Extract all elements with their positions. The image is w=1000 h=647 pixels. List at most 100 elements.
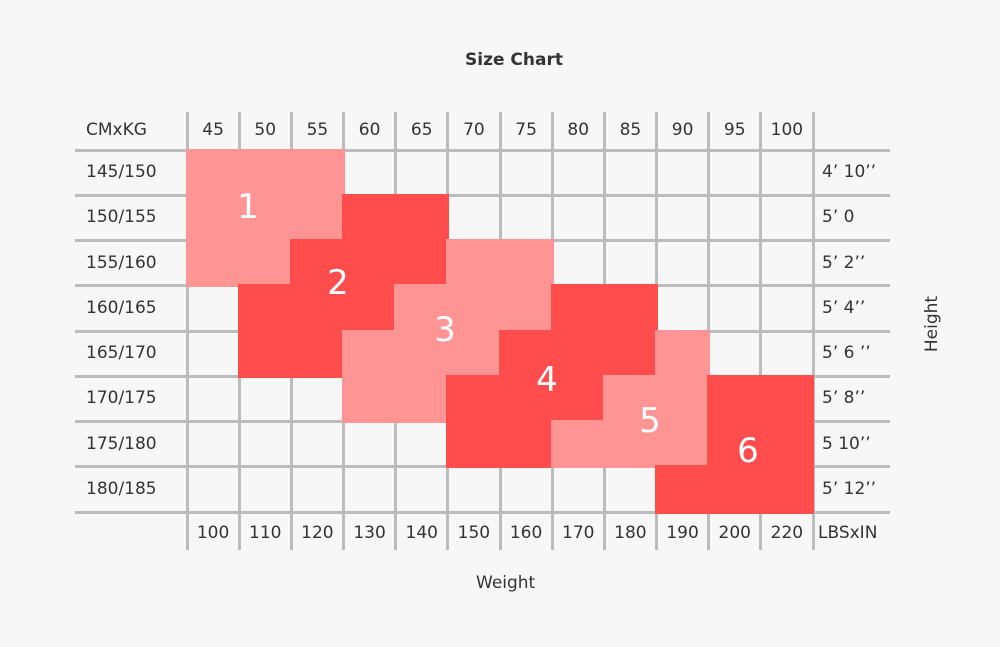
size-cell-3 <box>498 239 554 288</box>
height-ftin-label: 5’ 6 ’’ <box>822 343 871 363</box>
height-cm-label: 150/155 <box>86 207 157 228</box>
size-cell-4 <box>602 329 658 378</box>
weight-lbs-label: 180 <box>614 523 647 543</box>
grid-line-v <box>811 112 815 550</box>
height-cm-label: 180/185 <box>86 478 157 499</box>
size-label-2: 2 <box>327 263 349 303</box>
size-cell-6 <box>655 465 711 514</box>
size-label-5: 5 <box>639 401 661 441</box>
size-cell-4 <box>550 284 606 333</box>
size-cell-4 <box>602 284 658 333</box>
height-ftin-label: 4’ 10’’ <box>822 162 877 182</box>
corner-label: CMxKG <box>86 120 147 140</box>
size-cell-4 <box>446 374 502 423</box>
size-cell-6 <box>759 420 815 469</box>
height-ftin-label: 5’ 12’’ <box>822 478 877 499</box>
x-axis-label: Weight <box>476 573 536 593</box>
weight-lbs-label: 110 <box>249 523 282 543</box>
weight-lbs-label: 140 <box>405 523 438 543</box>
weight-kg-label: 95 <box>723 120 746 140</box>
grid-line-v <box>759 112 763 550</box>
size-cell-3 <box>394 374 450 423</box>
size-cell-6 <box>707 420 763 469</box>
height-ftin-label: 5 10’’ <box>822 433 871 454</box>
size-cell-5 <box>550 420 606 469</box>
height-cm-label: 175/180 <box>86 433 157 454</box>
size-cell-5 <box>602 420 658 469</box>
size-cell-6 <box>759 465 815 514</box>
size-cell-2 <box>342 239 398 288</box>
weight-lbs-label: 160 <box>509 523 543 543</box>
size-cell-5 <box>655 420 711 469</box>
size-cell-6 <box>759 374 815 423</box>
size-cell-3 <box>342 329 398 378</box>
weight-kg-label: 55 <box>306 120 329 140</box>
size-cell-3 <box>446 329 502 378</box>
size-cell-6 <box>707 465 763 514</box>
size-cell-1 <box>237 239 293 288</box>
size-cell-1 <box>289 193 345 242</box>
y-axis-label: Height <box>922 295 943 353</box>
weight-kg-label: 60 <box>358 120 381 140</box>
size-label-4: 4 <box>536 360 558 400</box>
weight-kg-label: 100 <box>770 120 804 140</box>
weight-lbs-label: 120 <box>301 523 334 543</box>
weight-kg-label: 80 <box>567 120 590 140</box>
weight-kg-label: 45 <box>202 120 224 140</box>
size-label-1: 1 <box>237 187 259 227</box>
weight-kg-label: 75 <box>515 120 537 140</box>
size-cell-1 <box>185 239 241 288</box>
weight-lbs-label: 100 <box>196 523 230 543</box>
height-ftin-label: 5’ 2’’ <box>822 252 866 273</box>
height-ftin-label: 5’ 0 <box>822 207 855 228</box>
size-label-3: 3 <box>434 310 456 350</box>
height-cm-label: 165/170 <box>86 343 157 363</box>
size-cell-3 <box>498 284 554 333</box>
size-cell-6 <box>707 374 763 423</box>
size-cell-3 <box>342 374 398 423</box>
weight-lbs-label: 200 <box>718 523 751 543</box>
size-cell-1 <box>185 148 241 197</box>
height-cm-label: 170/175 <box>86 388 157 409</box>
size-cell-2 <box>394 239 450 288</box>
grid-line-h <box>75 510 890 514</box>
size-cell-4 <box>550 374 606 423</box>
size-cell-3 <box>446 239 502 288</box>
size-cell-4 <box>446 420 502 469</box>
size-cell-1 <box>237 148 293 197</box>
chart-title: Size Chart <box>465 50 563 70</box>
size-cell-4 <box>550 329 606 378</box>
weight-lbs-label: 220 <box>770 523 804 543</box>
grid-line-h <box>75 193 890 197</box>
weight-lbs-label: 190 <box>666 523 699 543</box>
size-cell-2 <box>394 193 450 242</box>
size-cell-4 <box>498 374 554 423</box>
size-cell-3 <box>394 284 450 333</box>
height-ftin-label: 5’ 4’’ <box>822 297 866 318</box>
weight-lbs-label: 170 <box>562 523 595 543</box>
size-cell-2 <box>237 284 293 333</box>
size-label-6: 6 <box>737 431 759 471</box>
size-cell-2 <box>342 284 398 333</box>
size-cell-4 <box>498 329 554 378</box>
size-cell-3 <box>394 329 450 378</box>
grid-line-h <box>75 148 890 152</box>
size-cell-1 <box>289 148 345 197</box>
size-cell-2 <box>342 193 398 242</box>
size-cell-5 <box>602 374 658 423</box>
size-cell-5 <box>655 329 711 378</box>
height-ftin-label: 5’ 8’’ <box>822 388 866 409</box>
size-cell-5 <box>655 374 711 423</box>
size-cell-2 <box>237 329 293 378</box>
weight-kg-label: 70 <box>463 120 485 140</box>
grid-line-v <box>185 112 189 550</box>
weight-lbs-label: 150 <box>457 523 491 543</box>
size-cell-2 <box>289 284 345 333</box>
height-cm-label: 145/150 <box>86 162 157 182</box>
size-cell-1 <box>185 193 241 242</box>
weight-lbs-label: 130 <box>353 523 386 543</box>
size-cell-2 <box>289 239 345 288</box>
height-cm-label: 160/165 <box>86 297 157 318</box>
weight-kg-label: 50 <box>254 120 277 140</box>
